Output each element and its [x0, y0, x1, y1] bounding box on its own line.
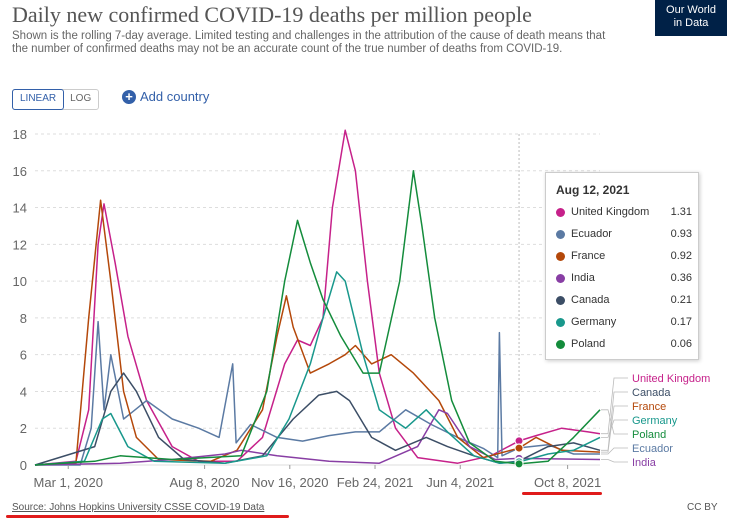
end-label-united-kingdom: United Kingdom [632, 373, 710, 385]
tooltip-value: 0.93 [670, 228, 692, 240]
tooltip-value: 1.31 [670, 206, 692, 218]
y-tick-label: 0 [20, 458, 27, 473]
tooltip-date: Aug 12, 2021 [556, 183, 630, 197]
plus-icon: + [122, 89, 136, 104]
x-tick-label: Aug 8, 2020 [170, 475, 240, 490]
y-tick-label: 8 [20, 311, 27, 326]
end-label-canada: Canada [632, 387, 671, 399]
tooltip-value: 0.21 [670, 294, 692, 306]
owid-logo[interactable]: Our World in Data [655, 0, 727, 36]
series-color-dot [556, 273, 565, 283]
x-tick-label: Oct 8, 2021 [534, 475, 601, 490]
tooltip-country: Canada [571, 294, 610, 306]
y-tick-label: 2 [20, 421, 27, 436]
series-line-poland [34, 170, 601, 466]
y-tick-label: 4 [20, 384, 27, 399]
tooltip-country: United Kingdom [571, 206, 650, 218]
end-label-poland: Poland [632, 429, 666, 441]
x-tick-label: Feb 24, 2021 [337, 475, 414, 490]
tooltip-row: Poland 0.06 [556, 338, 692, 350]
end-label-connector [601, 377, 628, 435]
tooltip-value: 0.17 [670, 316, 692, 328]
tooltip-country: Ecuador [571, 228, 612, 240]
x-tick-label: Nov 16, 2020 [251, 475, 328, 490]
series-color-dot [556, 295, 565, 305]
y-tick-label: 18 [13, 127, 27, 142]
end-label-connector [601, 447, 628, 455]
tooltip-country: India [571, 272, 595, 284]
x-tick-label: Mar 1, 2020 [34, 475, 103, 490]
log-scale-button[interactable]: LOG [70, 93, 92, 104]
source-link[interactable]: Source: Johns Hopkins University CSSE CO… [12, 502, 265, 513]
add-country-label: Add country [140, 89, 210, 104]
series-color-dot [556, 229, 565, 239]
legend-end-labels: United Kingdom Canada France Germany Poland E… [601, 373, 710, 469]
tooltip-value: 0.36 [670, 272, 692, 284]
tooltip-row: Ecuador 0.93 [556, 228, 692, 240]
series-line-canada [34, 372, 601, 466]
end-label-connector [601, 391, 628, 451]
hover-dot-poland [514, 459, 524, 469]
series-color-dot [556, 207, 565, 217]
tooltip-value: 0.92 [670, 250, 692, 262]
series-line-france [34, 199, 601, 466]
tooltip-row: Germany 0.17 [556, 316, 692, 328]
y-tick-label: 16 [13, 164, 27, 179]
y-tick-label: 6 [20, 348, 27, 363]
chart-title: Daily new confirmed COVID-19 deaths per … [12, 2, 532, 27]
logo-line-1: Our World [666, 4, 716, 16]
chart-lines [34, 129, 601, 469]
tooltip: Aug 12, 2021 United Kingdom 1.31 Ecuador 0.… [545, 172, 699, 360]
end-label-germany: Germany [632, 415, 678, 427]
date-underline-annotation [522, 492, 602, 495]
scale-toggle: LINEAR LOG [12, 89, 100, 110]
tooltip-row: India 0.36 [556, 272, 692, 284]
x-tick-label: Jun 4, 2021 [426, 475, 494, 490]
tooltip-row: Canada 0.21 [556, 294, 692, 306]
x-axis: Mar 1, 2020 Aug 8, 2020 Nov 16, 2020 Feb 24… [34, 465, 601, 490]
end-label-france: France [632, 401, 666, 413]
y-tick-label: 10 [13, 274, 27, 289]
series-line-germany [34, 271, 601, 466]
series-line-ecuador [35, 320, 600, 466]
logo-line-2: in Data [673, 17, 709, 29]
hover-dot-france [514, 443, 524, 453]
source-underline-annotation [6, 515, 289, 518]
end-label-ecuador: Ecuador [632, 443, 673, 455]
tooltip-row: France 0.92 [556, 250, 692, 262]
end-label-connector [601, 409, 628, 435]
license-label[interactable]: CC BY [687, 502, 718, 513]
chart-subtitle: Shown is the rolling 7-day average. Limi… [12, 30, 606, 55]
tooltip-value: 0.06 [670, 338, 692, 350]
tooltip-country: Germany [571, 316, 617, 328]
add-country-button[interactable]: + Add country [122, 89, 209, 104]
end-label-connector [601, 419, 628, 438]
series-color-dot [556, 251, 565, 261]
end-label-connector [601, 459, 628, 463]
series-color-dot [556, 339, 565, 349]
chart-grid: 0 2 4 6 8 10 12 14 16 18 [13, 127, 600, 473]
y-tick-label: 12 [13, 237, 27, 252]
end-label-connector [601, 405, 628, 453]
series-color-dot [556, 317, 565, 327]
y-tick-label: 14 [13, 201, 27, 216]
linear-scale-button[interactable]: LINEAR [12, 89, 65, 110]
tooltip-row: United Kingdom 1.31 [556, 206, 692, 218]
tooltip-country: France [571, 250, 606, 262]
tooltip-country: Poland [571, 338, 606, 350]
end-label-india: India [632, 457, 657, 469]
series-line-united-kingdom [34, 129, 601, 466]
